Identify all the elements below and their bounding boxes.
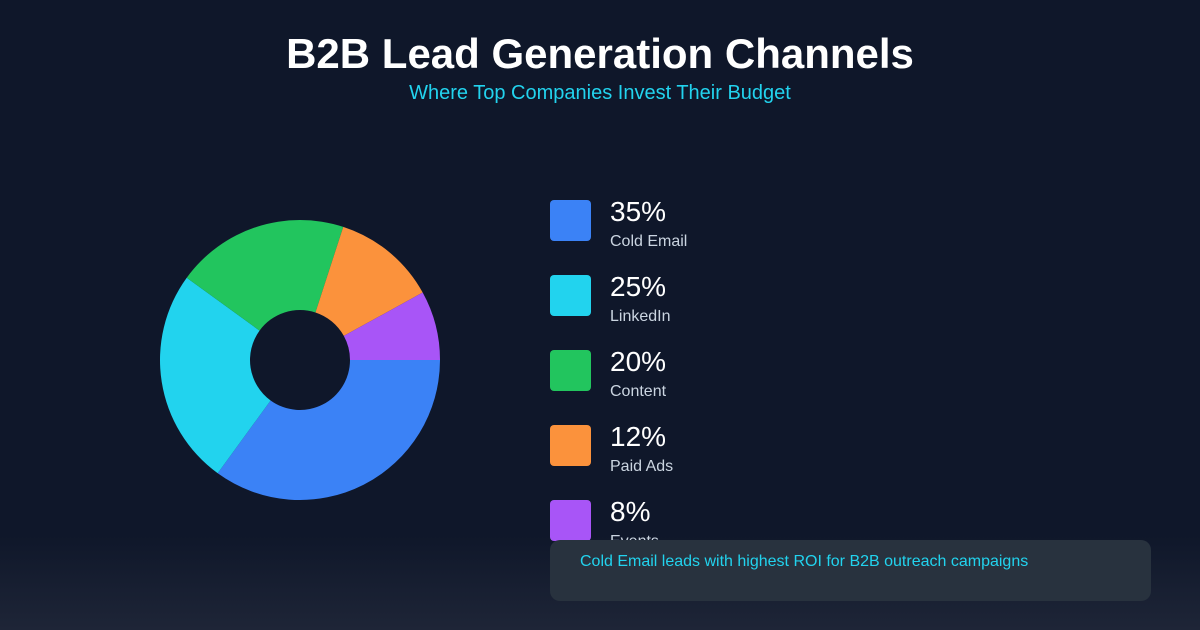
donut-slice-events — [343, 292, 440, 360]
legend-swatch — [550, 425, 591, 466]
legend-swatch — [550, 500, 591, 541]
legend-value: 12% — [610, 421, 667, 452]
donut-slice-paid-ads — [315, 226, 423, 336]
legend-label: Content — [610, 383, 667, 400]
page-title: B2B Lead Generation Channels — [286, 30, 914, 77]
donut-slice-content — [186, 219, 344, 331]
legend-value: 35% — [610, 196, 667, 227]
legend-label: Cold Email — [610, 233, 688, 250]
insight-callout: Cold Email leads with highest ROI for B2… — [550, 540, 1151, 601]
legend-swatch — [550, 350, 591, 391]
legend-value: 20% — [610, 346, 667, 377]
callout-text: Cold Email leads with highest ROI for B2… — [580, 553, 1029, 570]
legend-value: 8% — [610, 496, 651, 527]
legend-swatch — [550, 200, 591, 241]
legend-label: LinkedIn — [610, 308, 671, 325]
donut-chart — [159, 219, 441, 500]
donut-slice-linkedin — [159, 277, 271, 474]
page-subtitle: Where Top Companies Invest Their Budget — [409, 82, 791, 104]
legend-value: 25% — [610, 271, 667, 302]
legend-label: Paid Ads — [610, 458, 674, 475]
legend-swatch — [550, 275, 591, 316]
donut-slice-cold-email — [217, 360, 441, 500]
